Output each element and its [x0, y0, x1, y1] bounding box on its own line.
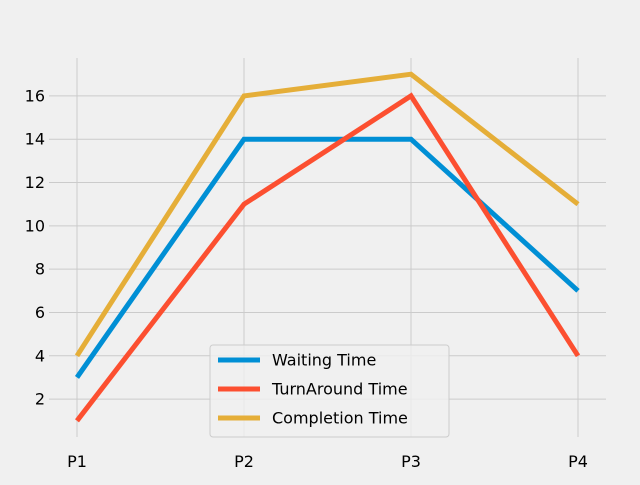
x-tick-labels: P1 P2 P3 P4	[67, 452, 588, 471]
y-tick-label: 12	[25, 173, 45, 192]
legend-label: Waiting Time	[272, 351, 376, 370]
series-line	[74, 136, 580, 379]
y-tick-label: 8	[35, 260, 45, 279]
series-line	[74, 71, 580, 358]
legend: Waiting Time TurnAround Time Completion Ti…	[209, 344, 450, 438]
legend-label: TurnAround Time	[271, 380, 408, 399]
y-tick-label: 4	[35, 346, 45, 365]
y-tick-labels: 2 4 6 8 10 12 14 16	[25, 86, 45, 408]
y-tick-label: 10	[25, 216, 45, 235]
series-line	[75, 92, 581, 423]
legend-box	[209, 344, 450, 438]
x-tick-label: P3	[401, 452, 421, 471]
y-tick-label: 16	[25, 86, 45, 105]
x-tick-label: P2	[234, 452, 254, 471]
y-tick-label: 14	[25, 130, 45, 149]
y-tick-label: 6	[35, 303, 45, 322]
legend-label: Completion Time	[272, 409, 408, 428]
series-lines	[74, 71, 581, 423]
x-tick-label: P4	[568, 452, 588, 471]
y-tick-label: 2	[35, 390, 45, 409]
x-tick-label: P1	[67, 452, 87, 471]
